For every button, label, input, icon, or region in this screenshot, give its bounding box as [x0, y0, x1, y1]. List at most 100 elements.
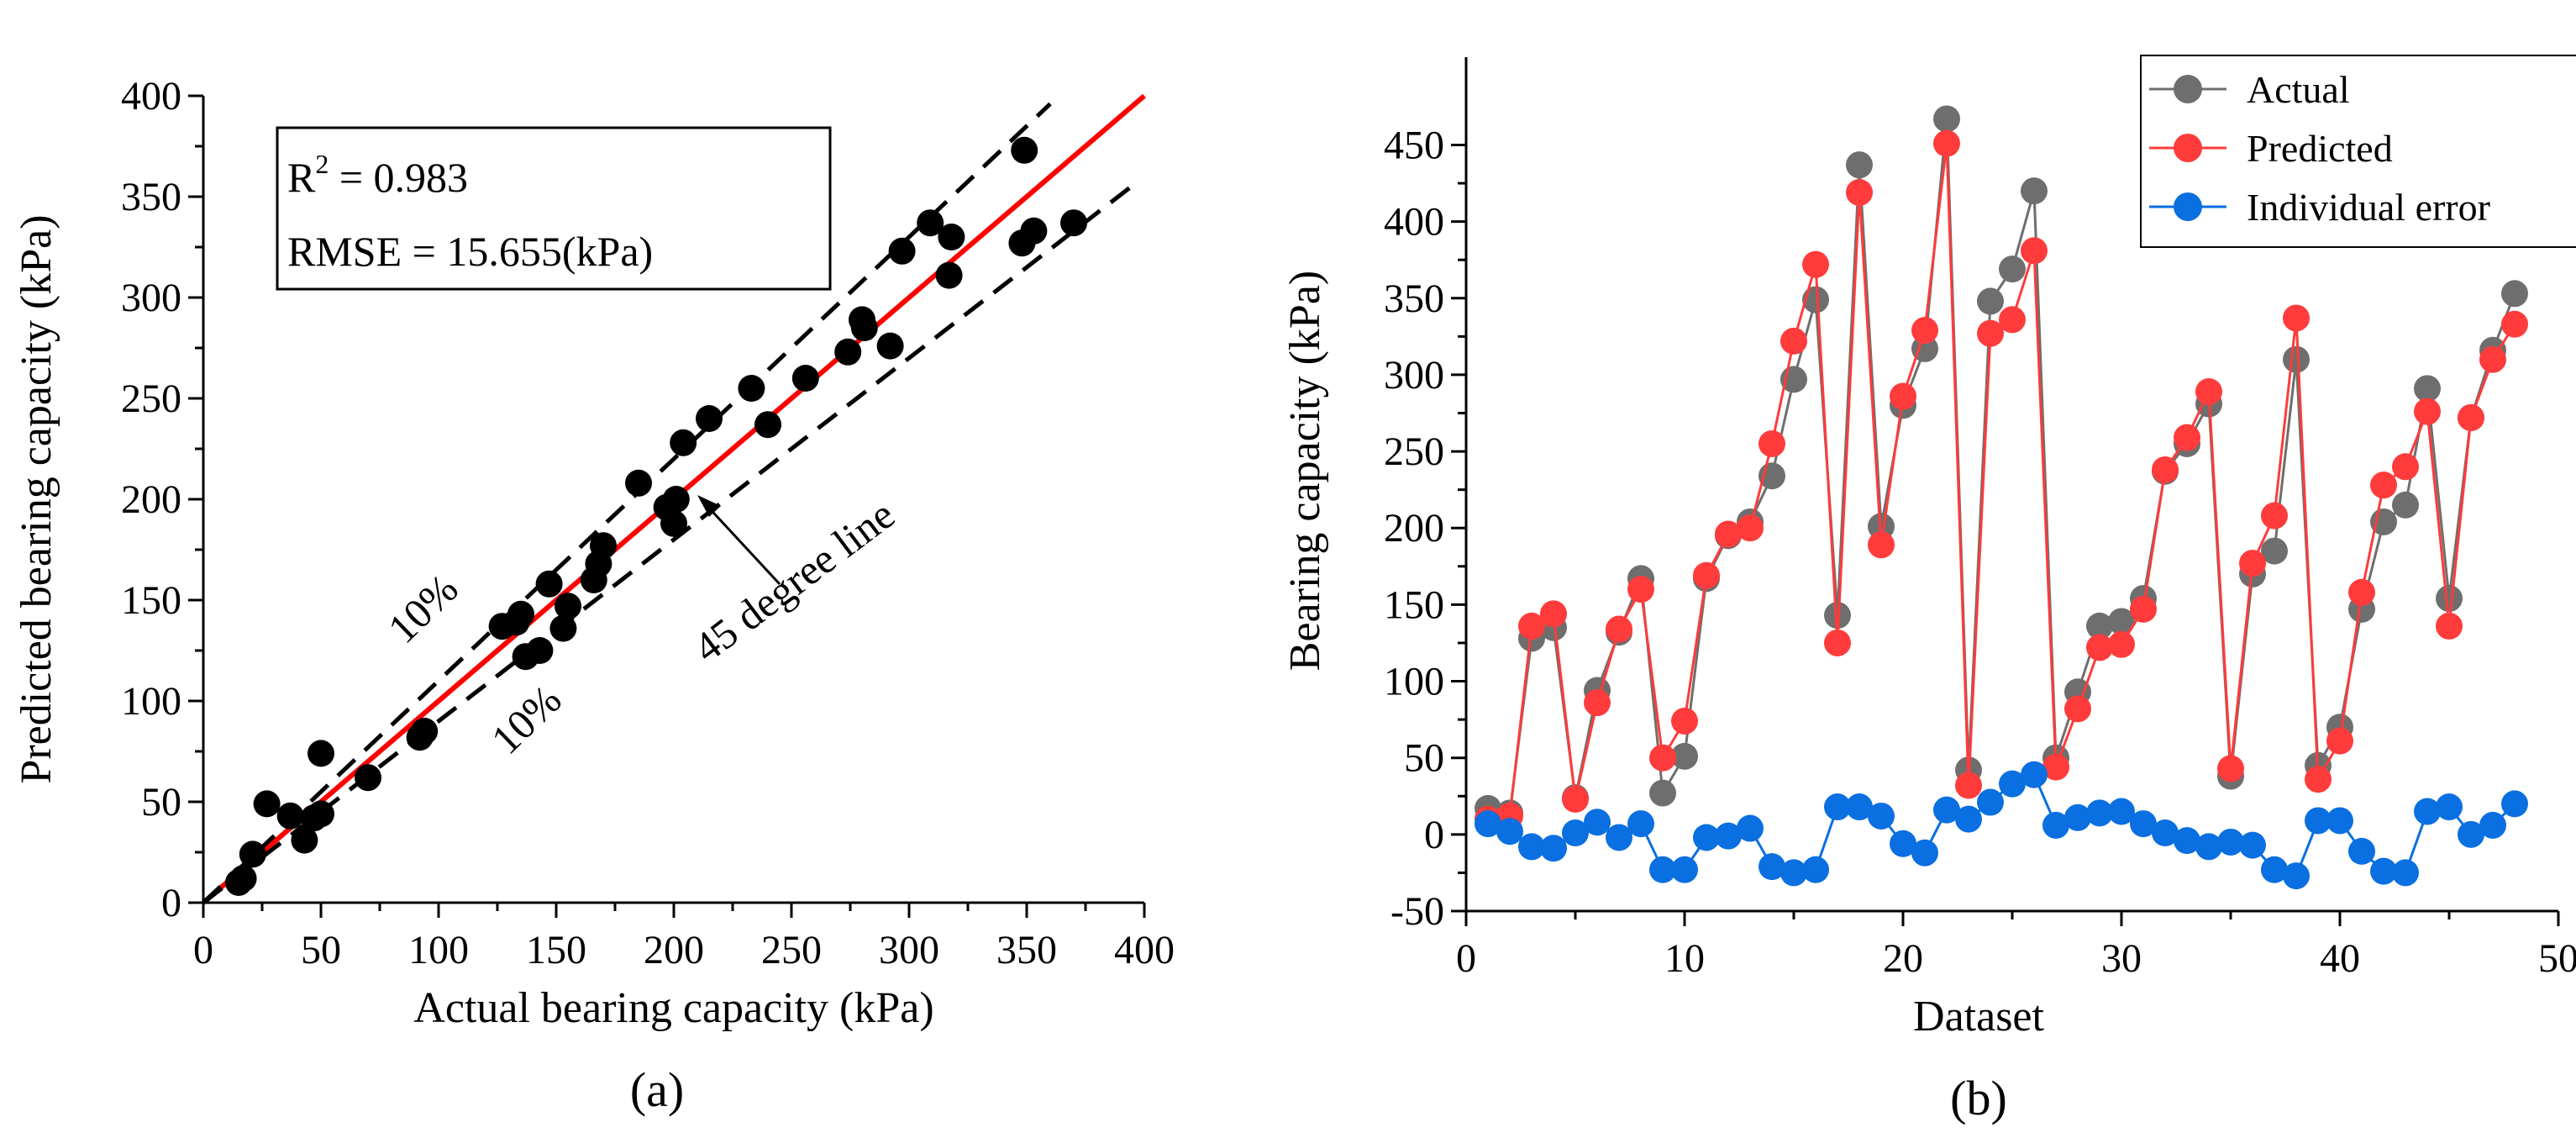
- x-tick-label: 250: [761, 928, 822, 972]
- legend-label: Actual: [2247, 68, 2350, 111]
- data-point: [1911, 317, 1938, 345]
- data-point: [535, 570, 563, 598]
- data-point: [1562, 819, 1589, 847]
- data-point: [1627, 810, 1654, 838]
- x-tick-label: 200: [644, 928, 704, 972]
- data-point: [2086, 634, 2113, 661]
- data-point: [1999, 256, 2026, 283]
- arrowhead-icon: [697, 495, 721, 517]
- data-point: [888, 237, 916, 265]
- data-point: [2479, 811, 2506, 839]
- data-point: [1649, 856, 1676, 883]
- scatter-plot-area: [202, 93, 1146, 905]
- rmse-label: RMSE = 15.655(kPa): [287, 228, 653, 275]
- x-tick-label: 0: [193, 928, 213, 972]
- data-point: [2261, 537, 2288, 565]
- x-tick-label: 300: [879, 928, 939, 972]
- y-tick-label: 50: [141, 780, 181, 825]
- data-point: [1868, 531, 1895, 559]
- data-point: [2414, 398, 2441, 425]
- y-tick-label: 350: [1384, 277, 1444, 321]
- data-point: [1890, 382, 1916, 410]
- data-point: [738, 375, 765, 402]
- legend-swatch-marker: [2174, 134, 2202, 162]
- data-point: [2217, 755, 2244, 782]
- data-point: [1824, 629, 1851, 656]
- y-tick-label: -50: [1391, 889, 1444, 934]
- data-point: [2283, 345, 2310, 373]
- data-point: [1824, 793, 1851, 821]
- data-point: [1715, 520, 1742, 548]
- data-point: [2042, 753, 2069, 781]
- data-point: [1496, 818, 1523, 846]
- data-point: [1518, 833, 1545, 861]
- data-point: [1584, 809, 1611, 836]
- stats-box: [276, 126, 832, 291]
- data-point: [2414, 798, 2441, 825]
- data-point: [1759, 429, 1785, 457]
- data-point: [660, 509, 687, 537]
- data-point: [2130, 595, 2157, 623]
- y-tick-label: 200: [1384, 506, 1444, 551]
- panel-label-b: (b): [1950, 1071, 2007, 1125]
- y-tick-label: 0: [1424, 813, 1444, 857]
- series-individual-error: [1475, 761, 2528, 890]
- upper-band-label: 10%: [379, 565, 467, 652]
- lower-band-label: 10%: [482, 676, 570, 763]
- data-point: [2152, 456, 2179, 483]
- data-point: [625, 469, 652, 497]
- data-point: [1693, 561, 1720, 589]
- scatter-panel: 0 50 100 150 200 250 300 350 400 0 50 100 150 200 250 3…: [13, 74, 1175, 1117]
- data-point: [2130, 810, 2157, 838]
- data-point: [1846, 178, 1873, 206]
- y-axis-title: Predicted bearing capacity (kPa): [13, 214, 60, 783]
- x-tick-label: 20: [1883, 936, 1923, 981]
- y-tick-label: 100: [1384, 660, 1444, 704]
- data-point: [1649, 779, 1676, 807]
- data-point: [1606, 615, 1632, 643]
- x-tick-label: 100: [408, 928, 469, 972]
- data-point: [2152, 819, 2179, 847]
- data-point: [2436, 793, 2463, 821]
- data-point: [2436, 612, 2463, 640]
- data-point: [1999, 306, 2026, 334]
- data-point: [2064, 803, 2091, 831]
- data-point: [1977, 319, 2004, 347]
- series-predicted: [1475, 129, 2528, 833]
- y-axis-title: Bearing capacity (kPa): [1281, 271, 1329, 671]
- scatter-axes: 0 50 100 150 200 250 300 350 400 0 50 100 150 200 250 3…: [121, 74, 1175, 972]
- data-point: [917, 209, 944, 237]
- data-point: [834, 338, 862, 366]
- x-tick-label: 150: [526, 928, 586, 972]
- legend-swatch-marker: [2174, 192, 2202, 221]
- data-point: [1475, 810, 1501, 838]
- data-point: [1977, 287, 2004, 315]
- panel-label-a: (a): [630, 1062, 684, 1117]
- data-point: [2174, 827, 2200, 855]
- data-point: [1933, 796, 1960, 824]
- data-point: [1955, 805, 1982, 833]
- r-squared-label: R2 = 0.983: [287, 149, 468, 201]
- data-point: [696, 405, 723, 432]
- data-point: [2479, 345, 2506, 373]
- data-point: [2392, 453, 2419, 481]
- data-point: [239, 840, 266, 868]
- data-point: [549, 614, 577, 642]
- data-point: [1606, 824, 1632, 851]
- data-point: [2326, 727, 2353, 755]
- data-point: [2414, 375, 2441, 403]
- data-point: [2348, 578, 2375, 606]
- data-point: [2042, 811, 2069, 839]
- data-point: [935, 261, 963, 289]
- data-point: [1933, 105, 1960, 133]
- data-point: [291, 826, 318, 854]
- data-point: [1802, 250, 1829, 278]
- data-point: [670, 429, 697, 456]
- data-point: [308, 740, 334, 767]
- y-tick-label: 50: [1404, 736, 1444, 781]
- y-tick-label: 200: [121, 477, 181, 522]
- data-point: [791, 365, 819, 392]
- y-tick-label: 300: [121, 276, 181, 320]
- legend-label: Individual error: [2247, 186, 2490, 229]
